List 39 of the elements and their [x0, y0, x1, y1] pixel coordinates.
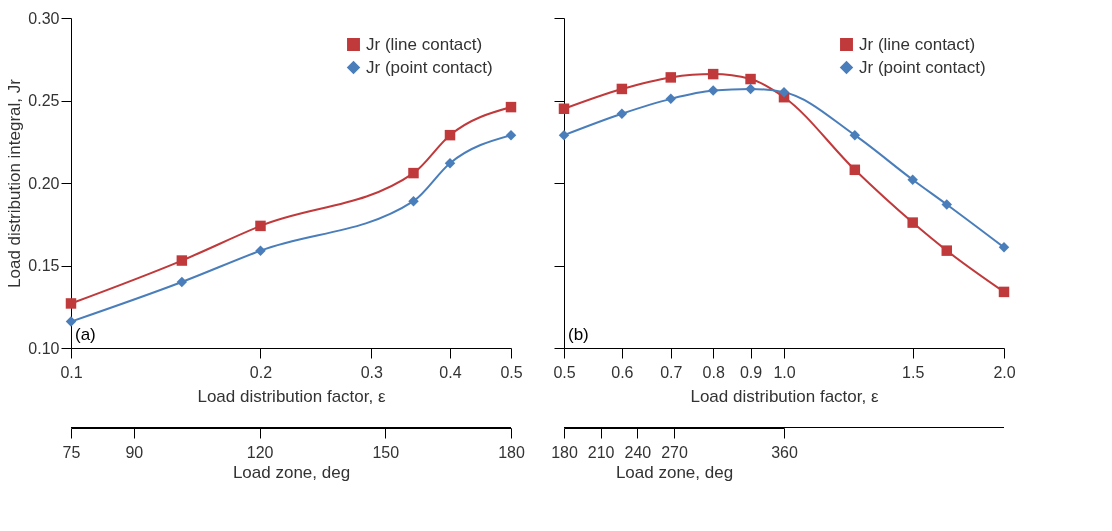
x2-tick-label: 180 [498, 443, 525, 461]
y-tick-label: 0.20 [28, 174, 60, 192]
y-tick-label: 0.25 [28, 92, 60, 109]
x2-tick-label: 180 [551, 443, 578, 461]
x2-axis-title: Load zone, deg [232, 462, 351, 482]
x-axis-title: Load distribution factor, ε [690, 386, 879, 406]
legend-label: Jr (point contact) [366, 57, 493, 77]
y-tick-label: 0.10 [28, 339, 60, 357]
x-tick-label: 1.0 [773, 363, 796, 381]
x-tick-label: 1.5 [902, 363, 925, 381]
x2-tick-label: 90 [125, 443, 144, 461]
x2-tick-label: 270 [661, 443, 688, 461]
x-tick-label: 0.7 [660, 363, 683, 381]
x-tick-label: 2.0 [993, 363, 1016, 381]
x-axis-title: Load distribution factor, ε [197, 386, 386, 406]
x-tick-label: 0.5 [553, 363, 576, 381]
x2-tick-label: 210 [587, 443, 615, 461]
x-tick-label: 0.3 [360, 363, 384, 381]
x-tick-label: 0.6 [611, 363, 634, 381]
y-tick-label: 0.30 [28, 9, 60, 27]
legend-label: Jr (line contact) [366, 34, 483, 54]
legend-label: Jr (point contact) [859, 57, 986, 77]
x2-tick-label: 360 [771, 443, 798, 461]
x2-tick-label: 75 [62, 443, 81, 461]
x-tick-label: 0.5 [500, 363, 523, 381]
x-tick-label: 0.1 [60, 363, 83, 381]
x-tick-label: 0.8 [702, 363, 725, 381]
x-tick-label: 0.2 [249, 363, 273, 381]
x2-tick-label: 240 [624, 443, 652, 461]
annotation: (b) [568, 325, 589, 344]
x2-tick-label: 120 [246, 443, 274, 461]
x-tick-label: 0.4 [439, 363, 462, 381]
y-axis-title: Load distribution integral, Jr [5, 78, 25, 288]
annotation: (a) [75, 325, 96, 344]
y-tick-label: 0.15 [28, 257, 60, 274]
legend-label: Jr (line contact) [859, 34, 976, 54]
x-tick-label: 0.9 [739, 363, 763, 381]
x2-axis-title: Load zone, deg [615, 462, 734, 482]
x2-tick-label: 150 [372, 443, 400, 461]
